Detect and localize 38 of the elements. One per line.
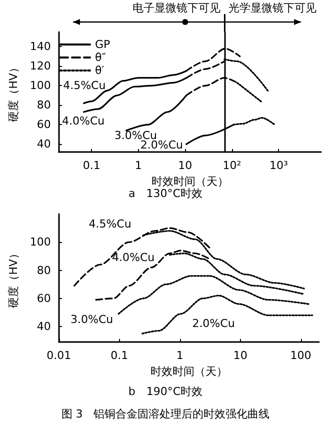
y-tick-label: 40 <box>36 138 51 151</box>
text: 电子显微镜下可见 <box>132 2 221 14</box>
x-axis-title: 时效时间（天） <box>150 365 228 378</box>
y-tick-label: 40 <box>36 320 51 334</box>
y-axis-title: 硬度（HV） <box>7 62 20 122</box>
text: 光学显微镜下可见 <box>228 2 317 14</box>
y-tick-label: 100 <box>30 79 51 92</box>
y-tick-label: 60 <box>36 118 51 132</box>
legend-label: θ′ <box>95 64 105 77</box>
annotation: 2.0%Cu <box>192 317 235 330</box>
x-tick-label: 0.01 <box>46 349 72 362</box>
text: b 190°C时效 <box>128 385 203 398</box>
annotation: 4.5%Cu <box>63 79 106 92</box>
annotation: 4.0%Cu <box>112 251 155 264</box>
caption: 图 3 铝铜合金固溶处理后的时效强化曲线 <box>61 408 270 420</box>
legend-label: GP <box>95 38 111 51</box>
y-tick-label: 120 <box>30 60 51 73</box>
x-tick-label: 1 <box>134 159 142 172</box>
text: a 130°C时效 <box>128 187 202 200</box>
x-tick-label: 0.1 <box>110 349 128 362</box>
x-tick-label: 0.1 <box>82 159 100 172</box>
annotation: 4.0%Cu <box>62 114 105 128</box>
y-axis-title: 硬度（HV） <box>7 248 20 308</box>
x-tick-label: 10 <box>178 159 192 172</box>
y-tick-label: 60 <box>36 292 51 305</box>
annotation: 4.5%Cu <box>88 217 132 230</box>
legend-label: θ″ <box>95 51 106 64</box>
y-tick-label: 80 <box>36 98 51 112</box>
y-tick-label: 80 <box>36 264 51 277</box>
x-tick-label: 10² <box>222 159 242 172</box>
x-axis-title: 时效时间（天） <box>151 175 228 188</box>
y-tick-label: 140 <box>30 40 51 54</box>
x-tick-label: 1 <box>176 349 184 362</box>
x-tick-label: 10 <box>233 349 248 362</box>
y-tick-label: 100 <box>30 236 51 249</box>
x-tick-label: 10³ <box>270 159 288 172</box>
annotation: 3.0%Cu <box>70 312 114 326</box>
x-tick-label: 100 <box>290 349 312 362</box>
